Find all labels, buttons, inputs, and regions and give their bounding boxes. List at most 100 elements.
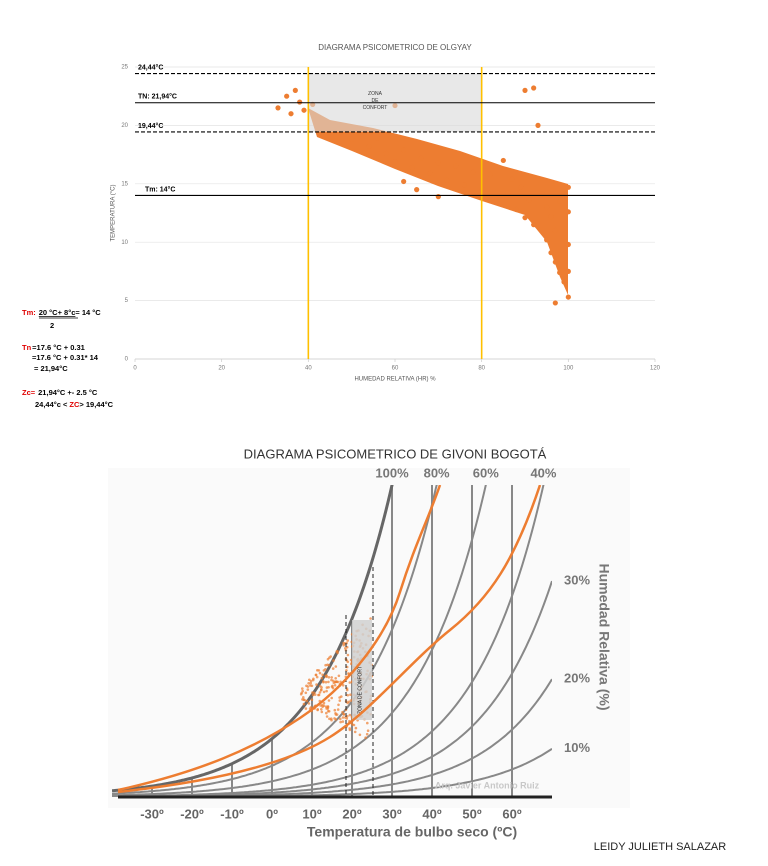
cloud-dot (366, 729, 370, 732)
scatter-point (565, 184, 571, 190)
x-tick-label: -30º (140, 806, 164, 821)
scatter-point (548, 250, 554, 256)
zone-label: ZONA DE CONFORT (357, 666, 363, 714)
zone-label: CONFORT (363, 105, 388, 111)
note-text: ZC (69, 400, 80, 409)
scatter-point (349, 136, 355, 143)
rh-curve (112, 485, 394, 793)
note-text: =17.6 °C + 0.31 (32, 343, 85, 352)
scatter-point (496, 194, 502, 200)
note-line: Tm: 20 °C+ 8°c= 14 °C (22, 308, 101, 317)
author: LEIDY JULIETH SALAZAR (594, 841, 727, 853)
cloud-dot (341, 716, 345, 719)
y-axis-label: TEMPERATURA (°C) (111, 185, 117, 242)
scatter-point (552, 300, 558, 306)
scatter-point (565, 209, 571, 215)
cloud-dot (320, 710, 324, 714)
cloud-dot (313, 693, 317, 696)
y-tick-label: 15 (121, 181, 128, 187)
cloud-dot (346, 715, 349, 718)
scatter-point (409, 164, 415, 171)
cloud-dot (322, 690, 326, 694)
cloud-dot (307, 682, 310, 685)
cloud-dot (345, 665, 349, 669)
cloud-dot (304, 691, 308, 695)
note-text: = 14 °C (75, 308, 101, 317)
x-tick-label: 30º (382, 806, 401, 821)
scatter-point (435, 194, 441, 200)
cloud-dot (308, 678, 311, 682)
cloud-dot (322, 680, 325, 684)
note-line: =17.6 °C + 0.31* 14 (32, 353, 99, 362)
cloud-dot (330, 676, 334, 679)
scatter-point (505, 190, 511, 196)
scatter-point (366, 143, 372, 150)
scatter-point (509, 176, 515, 182)
scatter-point (565, 241, 571, 248)
x-tick-label: -10º (220, 806, 244, 821)
y-axis-label: Humedad Relativa (%) (596, 563, 612, 710)
cloud-dot (352, 723, 356, 727)
rh-label: 30% (564, 573, 590, 588)
cloud-dot (324, 674, 328, 678)
cloud-dot (325, 686, 329, 689)
climate-curve (117, 485, 542, 794)
cloud-dot (339, 717, 342, 721)
cloud-dot (345, 688, 349, 692)
scatter-point (513, 206, 519, 213)
scatter-point (531, 85, 537, 91)
note-line: 2 (50, 321, 54, 330)
cloud-dot (332, 659, 335, 662)
rh-label: 100% (375, 465, 409, 480)
scatter-point (284, 93, 290, 99)
cloud-dot (345, 645, 349, 649)
x-tick-label: 10º (302, 806, 321, 821)
scatter-point (435, 160, 441, 166)
cloud-dot (345, 717, 349, 720)
note-text: 20 °C+ 8°c (39, 308, 76, 317)
y-tick-label: 5 (125, 298, 129, 304)
cloud-dot (338, 696, 341, 699)
cloud-dot (318, 671, 322, 675)
cloud-dot (325, 689, 328, 693)
cloud-dot (309, 706, 313, 709)
scatter-cloud (308, 108, 568, 295)
cloud-dot (336, 680, 340, 684)
x-tick-label: 60 (392, 366, 399, 372)
x-axis-label: Temperatura de bulbo seco (ºC) (307, 824, 517, 840)
cloud-dot (330, 678, 333, 682)
y-tick-label: 0 (125, 357, 129, 363)
cloud-dot (324, 680, 328, 684)
hline-label: 24,44°C (138, 63, 163, 71)
cloud-dot (348, 681, 352, 684)
cloud-dot (316, 708, 319, 712)
cloud-dot (331, 667, 335, 670)
rh-label: 80% (424, 465, 450, 480)
hline-label: TN: 21,94°C (138, 93, 177, 101)
x-tick-label: 0º (266, 806, 278, 821)
chart-title: DIAGRAMA PSICOMETRICO DE GIVONI BOGOTÁ (244, 446, 547, 461)
note-label: Tm: (22, 308, 36, 317)
scatter-point (548, 213, 554, 220)
formula-notes: Tm: 20 °C+ 8°c= 14 °C 2 Tn=17.6 °C + 0.31… (22, 308, 114, 409)
cloud-dot (336, 650, 339, 653)
note-text: 24,44°c < (35, 400, 68, 409)
cloud-dot (327, 699, 331, 702)
cloud-dot (327, 680, 330, 684)
scatter-point (383, 150, 389, 157)
rh-label: 20% (564, 671, 590, 686)
scatter-point (552, 227, 558, 234)
x-tick-label: 20º (342, 806, 361, 821)
zone-label: ZONA (368, 91, 383, 97)
scatter-point (444, 177, 450, 183)
cloud-dot (325, 711, 328, 715)
cloud-dot (337, 703, 340, 707)
rh-label: 40% (530, 465, 556, 480)
scatter-point (565, 268, 571, 274)
cloud-dot (310, 684, 314, 688)
cloud-dot (331, 684, 334, 688)
cloud-dot (324, 668, 327, 671)
marks-layer: -30º -20º -10º 0º 10º 20º 30º 40º 50º 60º 100% 80% 6… (140, 465, 590, 821)
cloud-dot (303, 698, 306, 702)
